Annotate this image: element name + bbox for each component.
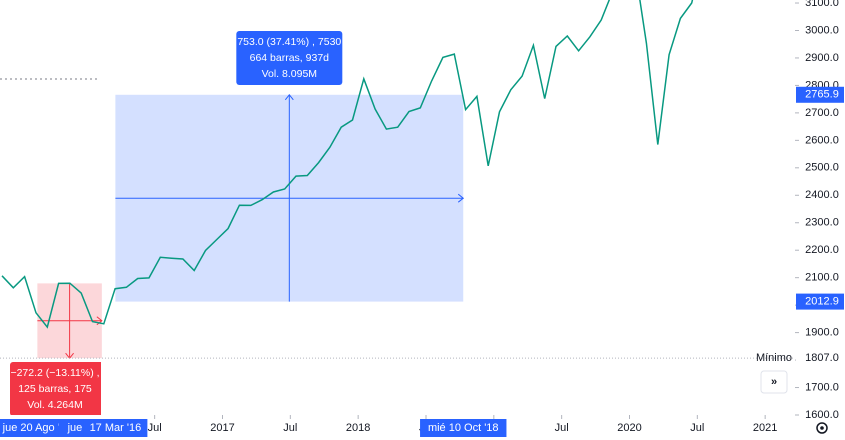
- price-line: [1, 0, 694, 329]
- measure-tooltip: −272.2 (−13.11%) , 125 barras, 175 Vol. 4…: [10, 362, 101, 415]
- measure-price: 2012.9: [805, 296, 839, 308]
- y-tick-label: 1700.0: [805, 381, 839, 393]
- y-tick-label: 1900.0: [805, 327, 839, 339]
- measure-price: 2765.9: [805, 89, 839, 101]
- y-tick-label: 1600.0: [805, 409, 839, 421]
- tooltip-bg: [236, 31, 343, 85]
- y-tick-label: 2100.0: [805, 272, 839, 284]
- measure-date: jue 20 Ago '15: [2, 422, 72, 434]
- settings-icon[interactable]: [816, 422, 828, 434]
- price-axis: [795, 0, 845, 440]
- min-label: Mínimo: [756, 352, 792, 364]
- measure-date-bg: [420, 419, 507, 437]
- y-tick-label: 3000.0: [805, 24, 839, 36]
- x-tick-label: 2021: [753, 422, 777, 434]
- y-tick-label: 2400.0: [805, 189, 839, 201]
- y-tick-label: 3100.0: [805, 0, 839, 9]
- y-tick-label: 2200.0: [805, 244, 839, 256]
- x-tick-label: 2018: [346, 422, 370, 434]
- tooltip-line: 125 barras, 175: [18, 383, 92, 395]
- measure-tooltip: 753.0 (37.41%) , 7530 664 barras, 937d Vol…: [236, 31, 343, 85]
- min-value-bg: [796, 350, 844, 367]
- y-tick-label: 2500.0: [805, 162, 839, 174]
- tooltip-line: −272.2 (−13.11%) ,: [10, 367, 99, 379]
- y-tick-label: 2600.0: [805, 134, 839, 146]
- measure-price-bg: [796, 293, 844, 310]
- y-tick-label: 2300.0: [805, 217, 839, 229]
- tooltip-line: 664 barras, 937d: [250, 52, 330, 64]
- tooltip-line: 753.0 (37.41%) , 7530: [237, 36, 341, 48]
- measure-price-bg: [796, 86, 844, 103]
- tooltip-line: Vol. 8.095M: [262, 68, 317, 80]
- tooltip-bg: [10, 362, 101, 415]
- measure-date: mié 10 Oct '18: [428, 422, 499, 434]
- settings-icon-center[interactable]: [820, 426, 824, 430]
- measure-date-bg: [83, 419, 148, 437]
- x-tick-label: 2017: [210, 422, 234, 434]
- x-tick-label: Jul: [690, 422, 704, 434]
- scroll-icon[interactable]: »: [771, 376, 777, 388]
- scroll-button[interactable]: [760, 370, 788, 394]
- x-tick-label: Jul: [283, 422, 297, 434]
- x-tick-label: Jul: [555, 422, 569, 434]
- x-tick-label: 2020: [617, 422, 641, 434]
- y-tick-label: 2700.0: [805, 107, 839, 119]
- measure-arrow: [457, 193, 465, 203]
- y-tick-label: 2900.0: [805, 52, 839, 64]
- min-value: 1807.0: [805, 352, 839, 364]
- measure-date: 17 Mar '16: [90, 422, 142, 434]
- x-tick-label: Jul: [148, 422, 162, 434]
- tooltip-line: Vol. 4.264M: [27, 399, 82, 411]
- measure-arrow: [284, 93, 294, 101]
